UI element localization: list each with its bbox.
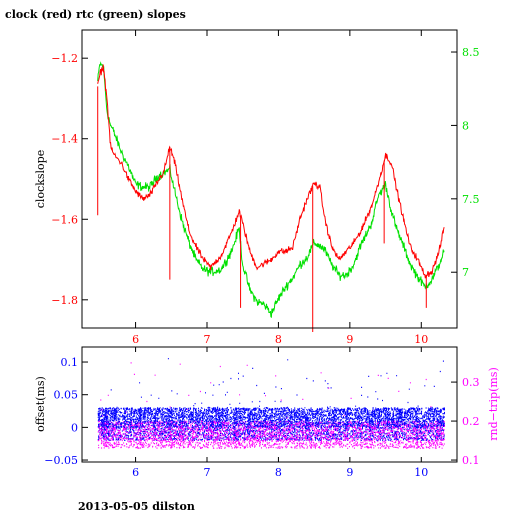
bottom-y2-tick-label: 0.2 [462,415,480,428]
bottom-plot-frame [81,346,458,463]
top-y2-tick-label: 8 [462,119,469,132]
bottom-y-axis-label: offset(ms) [34,376,47,432]
bottom-x-tick-label: 6 [132,466,139,479]
bottom-y-tick-label: 0.1 [61,356,79,369]
bottom-y2-axis-label: rnd−trip(ms) [487,367,500,441]
top-y2-tick-label: 7.5 [462,193,480,206]
bottom-y-tick-label: 0 [71,421,78,434]
bottom-series-layer [97,358,445,449]
bottom-x-tick-label: 8 [275,466,282,479]
top-y-tick-label: −1.4 [51,133,78,146]
top-x-tick-label: 8 [275,333,282,346]
top-y-tick-label: −1.2 [51,52,78,65]
top-y2-tick-label: 8.5 [462,46,480,59]
bottom-axes-layer: 6 7 8 9 10 −0.05 0 0.05 0.1 0.1 0.2 0.3 [44,347,480,479]
bottom-x-tick-label: 10 [414,466,428,479]
top-x-tick-label: 6 [132,333,139,346]
top-y-axis-label: clockslope [34,150,47,208]
bottom-y-tick-label: −0.05 [44,454,78,467]
bottom-y2-tick-label: 0.1 [462,454,480,467]
bottom-y-tick-label: 0.05 [54,389,79,402]
top-y-tick-label: −1.6 [51,213,78,226]
rtc-series-line [97,61,445,318]
top-x-tick-label: 9 [346,333,353,346]
clock-series-line [97,64,445,279]
top-x-tick-label: 7 [204,333,211,346]
top-y2-tick-label: 7 [462,266,469,279]
top-panel: 6 7 8 9 10 −1.8 −1.6 −1.4 −1.2 7 7.5 8 8.5 clockslop… [34,29,480,346]
top-y-tick-label: −1.8 [51,294,78,307]
chart-title: clock (red) rtc (green) slopes [5,8,186,21]
top-plot-frame [81,29,458,329]
bottom-y2-tick-label: 0.3 [462,376,480,389]
bottom-x-tick-label: 9 [346,466,353,479]
rnd-trip-scatter-points [97,362,445,449]
top-axes-layer: 6 7 8 9 10 −1.8 −1.6 −1.4 −1.2 7 7.5 8 8.5 [51,30,480,346]
bottom-x-tick-label: 7 [204,466,211,479]
top-x-tick-label: 10 [414,333,428,346]
offset-scatter-points-upper [97,407,445,428]
top-series-layer [97,61,445,333]
footer-label: 2013-05-05 dilston [78,500,195,512]
